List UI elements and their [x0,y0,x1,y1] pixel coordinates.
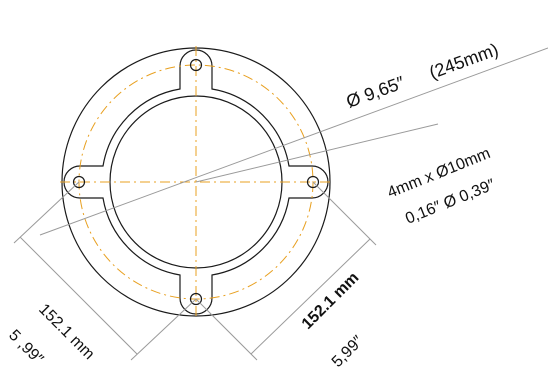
right-spacing-dimension [195,181,377,361]
right-spacing-inch-label: 5,99″ [329,333,367,371]
left-spacing-dimension [13,181,197,361]
bolt-hole-right [306,175,320,189]
hole-callout-leader [195,123,439,183]
bolt-hole-left [72,175,86,189]
right-spacing-mm-label: 152.1 mm [299,269,363,333]
bolt-holes [72,58,320,306]
bolt-hole-bottom [189,292,203,306]
left-spacing-inch-label: 5 ,99″ [5,327,46,368]
bolt-hole-top [189,58,203,72]
outer-diameter-mm-label: (245mm) [427,39,502,82]
outer-diameter-inch-label: Ø 9,65″ [344,72,408,112]
diameter-leader-line [39,47,548,236]
